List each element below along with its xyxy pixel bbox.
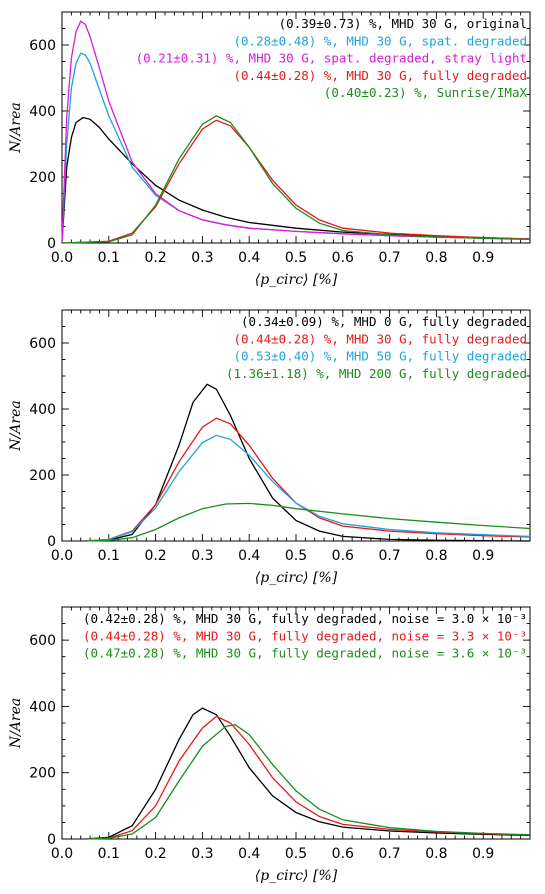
x-tick-label: 0.3 <box>191 250 213 266</box>
legend-entry-2: (0.28±0.48) %, MHD 30 G, spat. degraded <box>234 33 528 48</box>
x-tick-label: 0.7 <box>378 846 400 862</box>
x-axis-label: ⟨p_circ⟩ [%] <box>255 272 338 288</box>
x-tick-label: 0.3 <box>191 548 213 564</box>
y-tick-label: 0 <box>47 236 56 252</box>
y-tick-label: 400 <box>29 402 56 418</box>
x-tick-label: 0.8 <box>425 846 447 862</box>
series-line-3 <box>85 434 531 542</box>
chart-panel-3: 0.0 0.1 0.2 0.3 0.4 0.5 0.6 0.7 0.8 0.9 0 200 400 600… <box>8 606 531 884</box>
x-tick-label: 0.1 <box>98 846 120 862</box>
x-tick-label: 0.1 <box>98 250 120 266</box>
series-line-1 <box>61 116 531 244</box>
x-tick-label: 0.4 <box>238 250 260 266</box>
y-tick-label: 600 <box>29 336 56 352</box>
series-line-3 <box>61 20 531 244</box>
y-tick-label: 200 <box>29 468 56 484</box>
x-tick-label: 0.8 <box>425 548 447 564</box>
series-line-2 <box>85 417 531 542</box>
series-line-3 <box>85 724 531 840</box>
legend-entry-2: (0.44±0.28) %, MHD 30 G, fully degraded,… <box>83 628 527 643</box>
x-tick-label: 0.4 <box>238 548 260 564</box>
series-line-1 <box>85 707 531 840</box>
x-tick-label: 0.9 <box>472 846 494 862</box>
x-tick-label: 0.2 <box>144 846 166 862</box>
legend-entry-2: (0.44±0.28) %, MHD 30 G, fully degraded <box>234 331 528 346</box>
x-tick-label: 0.9 <box>472 548 494 564</box>
x-tick-label: 0.8 <box>425 250 447 266</box>
x-tick-label: 0.5 <box>285 250 307 266</box>
x-tick-label: 0.9 <box>472 250 494 266</box>
series-line-4 <box>85 502 531 542</box>
y-tick-label: 600 <box>29 633 56 649</box>
legend-entry-1: (0.34±0.09) %, MHD 0 G, fully degraded <box>241 314 527 329</box>
series-line-2 <box>85 715 531 840</box>
legend-entry-3: (0.47±0.28) %, MHD 30 G, fully degraded,… <box>83 646 527 661</box>
y-tick-label: 200 <box>29 766 56 782</box>
x-tick-label: 0.3 <box>191 846 213 862</box>
x-tick-label: 0.2 <box>144 250 166 266</box>
x-axis-label: ⟨p_circ⟩ [%] <box>255 570 338 586</box>
y-tick-label: 0 <box>47 534 56 550</box>
series-line-1 <box>85 383 531 542</box>
x-tick-label: 0.2 <box>144 548 166 564</box>
x-tick-label: 0.0 <box>51 846 73 862</box>
legend-entry-3: (0.53±0.40) %, MHD 50 G, fully degraded <box>234 349 528 364</box>
y-tick-label: 600 <box>29 38 56 54</box>
x-tick-label: 0.5 <box>285 548 307 564</box>
legend-entry-1: (0.39±0.73) %, MHD 30 G, original <box>279 16 527 31</box>
y-tick-label: 400 <box>29 104 56 120</box>
y-axis-label: N/Area <box>8 400 24 451</box>
chart-panel-1: 0.0 0.1 0.2 0.3 0.4 0.5 0.6 0.7 0.8 0.9 0 200 400 600… <box>8 11 531 288</box>
y-tick-label: 0 <box>47 832 56 848</box>
x-tick-label: 0.0 <box>51 548 73 564</box>
legend-entry-1: (0.42±0.28) %, MHD 30 G, fully degraded,… <box>83 611 527 626</box>
x-tick-label: 0.6 <box>332 846 354 862</box>
x-tick-label: 0.7 <box>378 548 400 564</box>
x-tick-label: 0.6 <box>332 548 354 564</box>
x-tick-label: 0.5 <box>285 846 307 862</box>
y-tick-label: 200 <box>29 170 56 186</box>
y-axis-label: N/Area <box>8 102 24 153</box>
series-line-5 <box>61 115 531 244</box>
x-tick-label: 0.0 <box>51 250 73 266</box>
x-tick-label: 0.6 <box>332 250 354 266</box>
x-tick-label: 0.1 <box>98 548 120 564</box>
legend-entry-4: (0.44±0.28) %, MHD 30 G, fully degraded <box>234 68 528 83</box>
legend-entry-5: (0.40±0.23) %, Sunrise/IMaX <box>324 85 528 100</box>
x-tick-label: 0.4 <box>238 846 260 862</box>
y-tick-label: 400 <box>29 699 56 715</box>
chart-panel-2: 0.0 0.1 0.2 0.3 0.4 0.5 0.6 0.7 0.8 0.9 0 200 400 600… <box>8 309 531 586</box>
legend-entry-4: (1.36±1.18) %, MHD 200 G, fully degraded <box>226 366 527 381</box>
x-tick-label: 0.7 <box>378 250 400 266</box>
y-axis-label: N/Area <box>8 698 24 749</box>
legend-entry-3: (0.21±0.31) %, MHD 30 G, spat. degraded,… <box>136 51 527 66</box>
x-axis-label: ⟨p_circ⟩ [%] <box>255 868 338 884</box>
series-line-4 <box>61 119 531 244</box>
